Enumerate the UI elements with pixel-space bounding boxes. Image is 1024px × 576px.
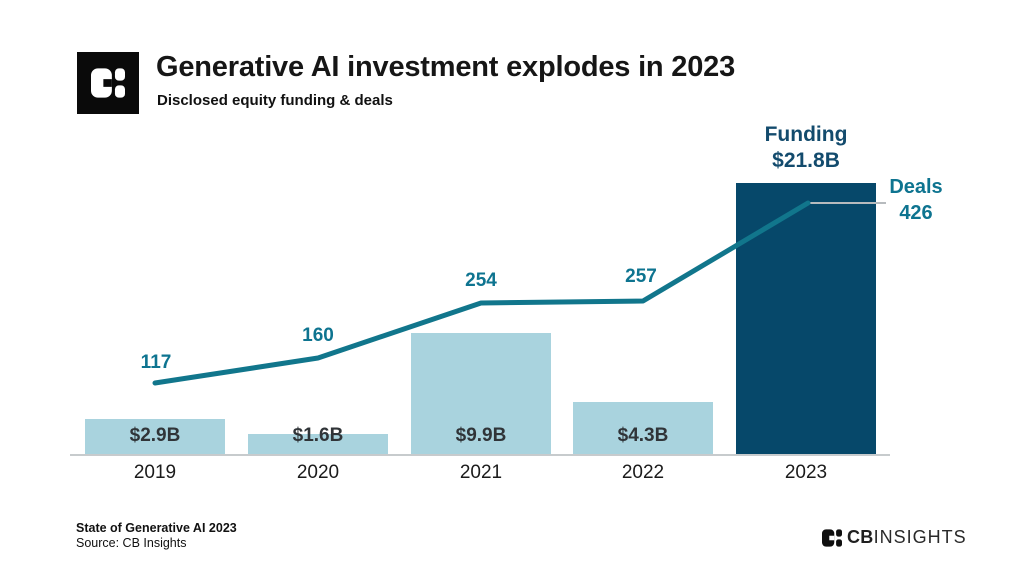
funding-value-2019: $2.9B <box>129 425 181 446</box>
deals-annotation-label: Deals <box>889 176 943 198</box>
funding-annotation-label: Funding <box>764 123 848 146</box>
funding-bar-2019 <box>85 419 225 455</box>
deals-value-2021: 254 <box>465 270 497 291</box>
page-subtitle: Disclosed equity funding & deals <box>157 92 393 109</box>
x-tick-2019: 2019 <box>133 462 177 483</box>
funding-value-2020: $1.6B <box>292 425 344 446</box>
cb-insights-logomark-glyph <box>91 68 125 98</box>
brand-text-insights: INSIGHTS <box>873 527 967 547</box>
funding-bar-2020 <box>248 434 388 455</box>
funding-bar-2023 <box>736 183 876 455</box>
funding-value-2021: $9.9B <box>455 425 507 446</box>
cb-insights-brand-icon <box>822 528 842 547</box>
source-credit: Source: CB Insights <box>76 536 187 550</box>
deals-annotation: Deals 426 <box>856 174 976 226</box>
funding-bar-2022 <box>573 402 713 455</box>
deals-value-2019: 117 <box>140 352 172 373</box>
cb-insights-wordmark: CBINSIGHTS <box>847 527 967 548</box>
x-tick-2023: 2023 <box>784 462 828 483</box>
x-tick-2021: 2021 <box>459 462 503 483</box>
report-title: State of Generative AI 2023 <box>76 521 237 535</box>
deals-value-2020: 160 <box>302 325 334 346</box>
funding-annotation: Funding $21.8B <box>726 122 886 174</box>
source-block: State of Generative AI 2023 Source: CB I… <box>76 521 237 551</box>
x-tick-2020: 2020 <box>296 462 340 483</box>
cb-insights-brand: CBINSIGHTS <box>822 527 967 548</box>
x-tick-2022: 2022 <box>621 462 665 483</box>
funding-annotation-value: $21.8B <box>772 149 840 172</box>
deals-annotation-value: 426 <box>899 202 933 224</box>
cb-insights-logomark <box>77 52 139 114</box>
funding-value-2022: $4.3B <box>617 425 669 446</box>
brand-text-cb: CB <box>847 527 874 547</box>
deals-value-2022: 257 <box>625 266 657 287</box>
page-title: Generative AI investment explodes in 202… <box>156 51 736 83</box>
x-axis-line <box>70 454 890 456</box>
